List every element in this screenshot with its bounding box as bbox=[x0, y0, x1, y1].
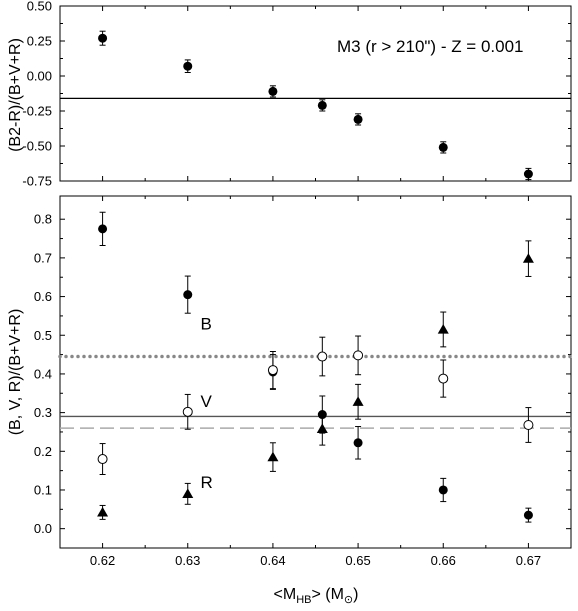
top-ticks: 0.50 0.25 0.00 -0.25 -0.50 -0.75 bbox=[22, 0, 572, 189]
top-plot-frame bbox=[59, 5, 572, 182]
v-data-point bbox=[97, 454, 108, 465]
x-label-close: > (M bbox=[311, 586, 343, 603]
y-tick-label: 0.7 bbox=[34, 250, 52, 265]
y-tick-label: -0.50 bbox=[22, 139, 52, 154]
r-data-point bbox=[352, 396, 364, 406]
y-tick-label: -0.75 bbox=[22, 174, 52, 189]
y-tick-label: 0.1 bbox=[34, 482, 52, 497]
data-point bbox=[98, 33, 108, 43]
y-tick-label: 0.4 bbox=[34, 366, 52, 381]
r-data-point bbox=[97, 506, 109, 517]
x-tick-label: 0.64 bbox=[260, 553, 285, 568]
bottom-panel: 0.62 0.63 0.64 0.65 0.66 0.67 0.0 0.1 0.2 0.3 0.4 0… bbox=[7, 195, 573, 606]
series-label-r: R bbox=[201, 473, 213, 492]
data-point bbox=[438, 142, 448, 152]
x-tick-label: 0.66 bbox=[431, 553, 456, 568]
series-label-b: B bbox=[201, 315, 212, 334]
r-data-point bbox=[267, 451, 279, 462]
data-point bbox=[317, 100, 327, 110]
data-point bbox=[268, 86, 278, 96]
data-point bbox=[183, 61, 193, 71]
y-tick-label: 0.8 bbox=[34, 212, 52, 227]
v-data-point bbox=[317, 351, 328, 362]
bottom-reference-lines bbox=[58, 354, 573, 429]
r-data-point bbox=[437, 323, 449, 334]
bottom-y-axis-label: (B, V, R)/(B+V+R) bbox=[7, 309, 24, 436]
top-panel: 0.50 0.25 0.00 -0.25 -0.50 -0.75 M3 (r > 210"… bbox=[7, 0, 572, 189]
b-data-point bbox=[438, 485, 448, 495]
v-data-point bbox=[353, 350, 364, 361]
r-data-point bbox=[316, 423, 328, 433]
bottom-data-marks bbox=[97, 211, 534, 523]
y-tick-label: 0.0 bbox=[34, 521, 52, 536]
b-data-point bbox=[353, 438, 363, 448]
y-tick-label: 0.5 bbox=[34, 328, 52, 343]
bottom-ticks: 0.62 0.63 0.64 0.65 0.66 0.67 0.0 0.1 0.2 0.3 0.4 0… bbox=[34, 196, 572, 568]
x-tick-label: 0.65 bbox=[345, 553, 370, 568]
bottom-plot-frame bbox=[59, 195, 572, 549]
r-data-point bbox=[182, 488, 194, 498]
series-labels: B V R bbox=[201, 315, 213, 493]
top-data-marks bbox=[98, 30, 533, 181]
r-data-point bbox=[522, 253, 534, 263]
x-axis-label: <MHB> (M⊙) bbox=[274, 586, 359, 606]
y-tick-label: 0.25 bbox=[27, 34, 52, 49]
y-tick-label: 0.50 bbox=[27, 0, 52, 14]
y-tick-label: 0.3 bbox=[34, 405, 52, 420]
y-tick-label: 0.00 bbox=[27, 69, 52, 84]
b-data-point bbox=[523, 510, 533, 520]
series-label-v: V bbox=[201, 392, 213, 411]
b-data-point bbox=[183, 290, 193, 300]
panel-annotation: M3 (r > 210") - Z = 0.001 bbox=[337, 37, 524, 56]
y-tick-label: 0.6 bbox=[34, 289, 52, 304]
top-y-axis-label: (B2-R)/(B+V+R) bbox=[7, 38, 24, 152]
data-point bbox=[353, 114, 363, 124]
b-data-point bbox=[98, 224, 108, 234]
x-tick-label: 0.67 bbox=[516, 553, 541, 568]
x-label-sub: HB bbox=[296, 594, 311, 606]
v-data-point bbox=[182, 406, 193, 417]
x-label-open: <M bbox=[274, 586, 297, 603]
v-data-point bbox=[267, 365, 278, 376]
x-tick-label: 0.63 bbox=[175, 553, 200, 568]
y-tick-label: 0.2 bbox=[34, 444, 52, 459]
x-label-sun-symbol: ⊙ bbox=[344, 594, 353, 606]
data-point bbox=[523, 169, 533, 179]
v-data-point bbox=[523, 419, 534, 430]
x-tick-label: 0.62 bbox=[90, 553, 115, 568]
v-data-point bbox=[438, 373, 449, 384]
y-tick-label: -0.25 bbox=[22, 104, 52, 119]
x-label-end: ) bbox=[353, 586, 358, 603]
